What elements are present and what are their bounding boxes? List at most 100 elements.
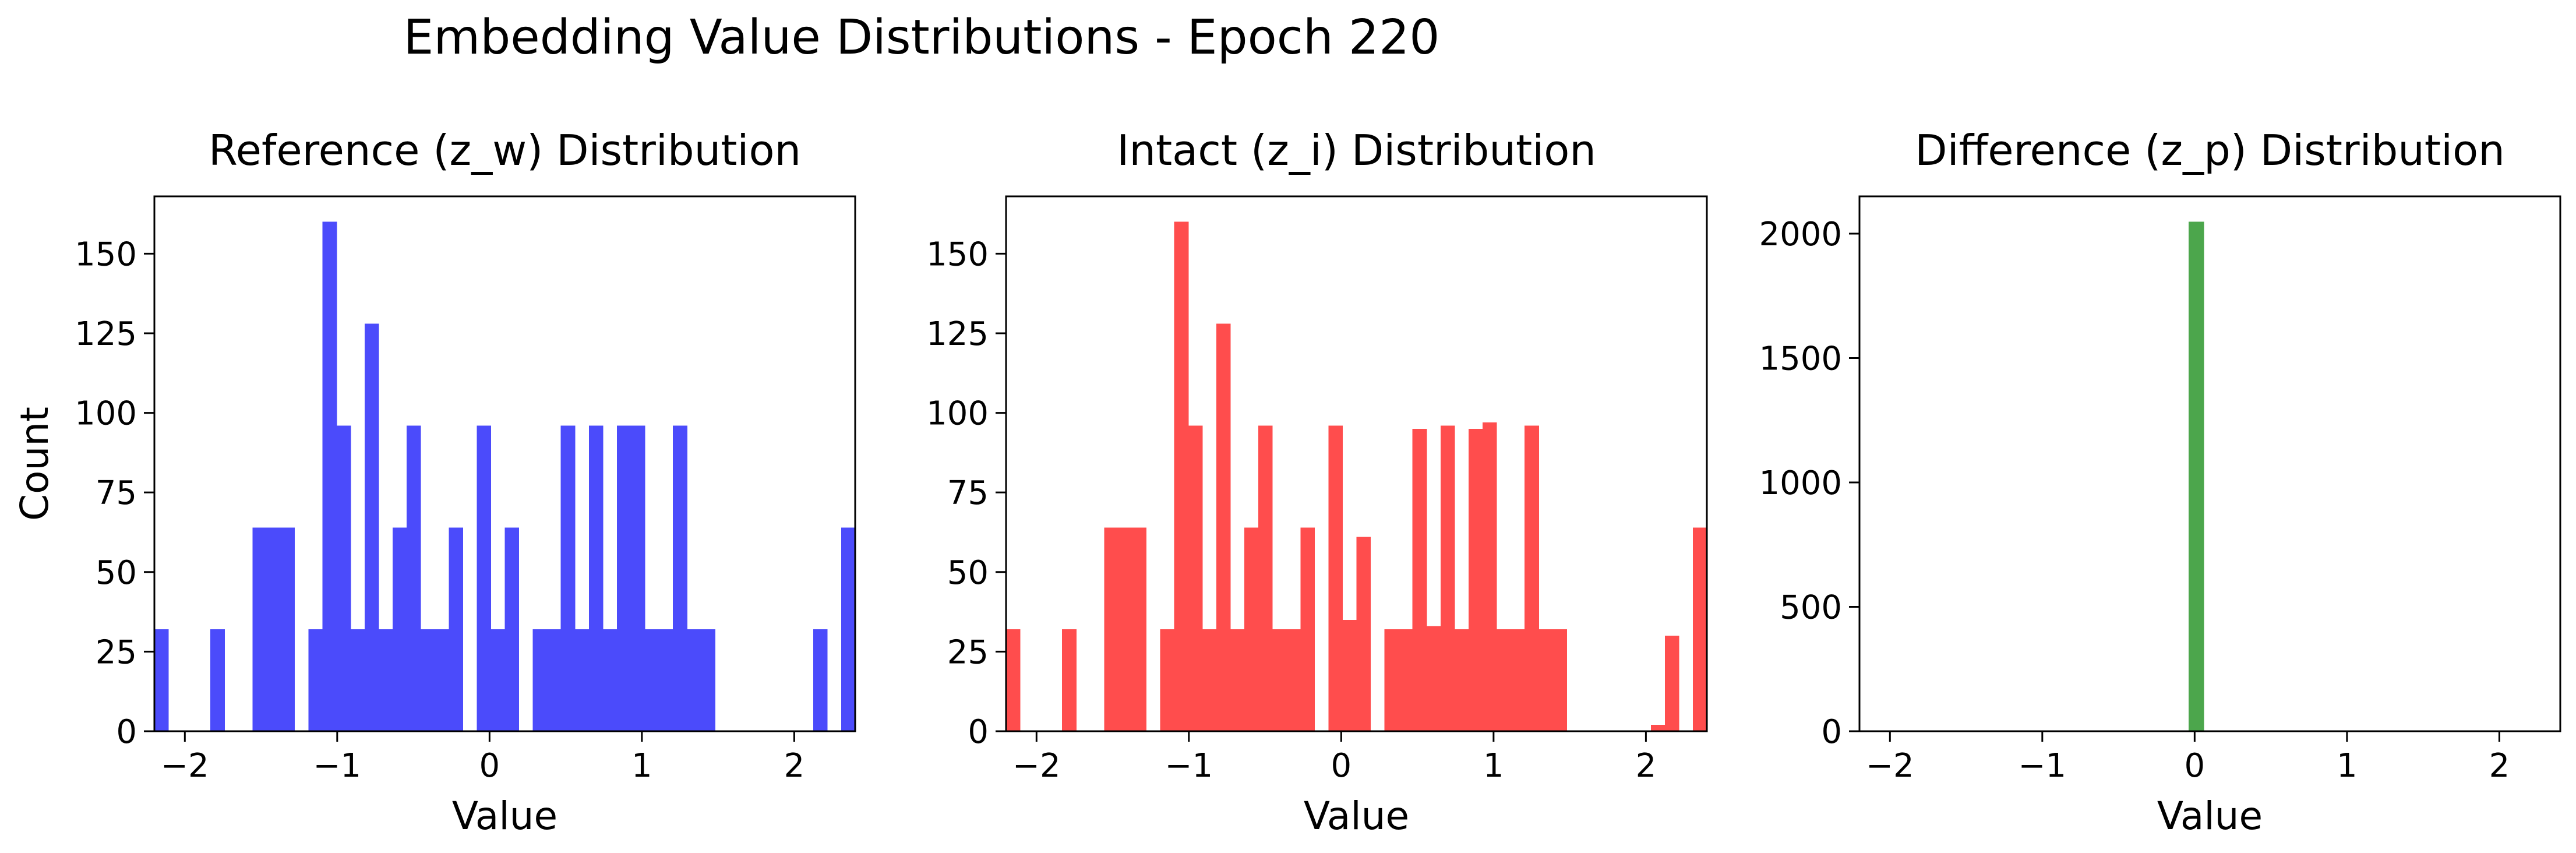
- histogram-bar: [1426, 626, 1441, 731]
- y-tick-label: 25: [96, 633, 137, 671]
- histogram-bar: [1664, 636, 1679, 731]
- y-tick-label: 0: [1821, 713, 1842, 751]
- x-tick-label: 1: [631, 747, 652, 785]
- histogram-bar: [1174, 221, 1189, 732]
- histogram-bars: [1006, 221, 1707, 732]
- histogram-bar: [1328, 425, 1343, 731]
- histogram-bar: [1216, 323, 1231, 731]
- histogram-bar: [1692, 527, 1707, 731]
- histogram-bar: [841, 527, 856, 731]
- histogram-bar: [532, 629, 548, 731]
- histogram-bar: [1104, 527, 1119, 731]
- x-tick-label: 1: [1483, 747, 1504, 785]
- x-tick-label: 0: [1331, 747, 1352, 785]
- x-tick-label: 1: [2337, 747, 2358, 785]
- histogram-bar: [616, 425, 631, 731]
- histogram-bar: [1062, 629, 1077, 731]
- x-tick-label: −2: [1012, 747, 1061, 785]
- histogram-bar: [322, 221, 337, 732]
- histogram-bar: [1272, 629, 1287, 731]
- histogram-bar: [308, 629, 323, 731]
- histogram-bar: [364, 323, 379, 731]
- y-tick-label: 75: [947, 474, 989, 512]
- axes-frame: [153, 195, 856, 732]
- x-tick-label: −1: [2019, 747, 2067, 785]
- histogram-bar: [602, 629, 617, 731]
- x-tick-label: −2: [1866, 747, 1914, 785]
- histogram-bar: [421, 629, 435, 731]
- histogram-bar: [1006, 629, 1021, 731]
- histogram-bar: [673, 425, 687, 731]
- axes-frame: [1858, 195, 2561, 732]
- y-tick-label: 25: [947, 633, 989, 671]
- histogram-bar: [645, 629, 659, 731]
- histogram-bar: [393, 527, 407, 731]
- subplot-3: −2 −1 0 1 2 0 500 1000 1500 2000 Difference (z_p) …: [1759, 126, 2561, 838]
- subplot-title: Difference (z_p) Distribution: [1915, 126, 2505, 175]
- x-axis-label: Value: [452, 794, 557, 838]
- y-tick-label: 50: [947, 554, 989, 592]
- histogram-bar: [1160, 629, 1175, 731]
- histogram-bar: [154, 629, 169, 731]
- figure-title: Embedding Value Distributions - Epoch 22…: [404, 10, 1440, 65]
- y-tick-label: 500: [1780, 589, 1842, 627]
- y-tick-label: 0: [968, 713, 989, 751]
- histogram-bars: [2188, 221, 2204, 731]
- y-tick-label: 75: [96, 474, 137, 512]
- y-tick-label: 100: [926, 395, 989, 433]
- histogram-bar: [701, 629, 715, 731]
- histogram-bar: [1342, 619, 1357, 731]
- histogram-bar: [1398, 629, 1413, 731]
- histogram-bar: [1300, 527, 1315, 731]
- subplot-1: −2 −1 0 1 2 0 25 50 75 100 125 150 Reference (z_w) D…: [12, 126, 856, 838]
- histogram-bar: [1538, 629, 1553, 731]
- histogram-bar: [560, 425, 576, 731]
- x-tick-label: −2: [161, 747, 209, 785]
- histogram-bar: [266, 527, 281, 731]
- histogram-bar: [588, 425, 604, 731]
- y-tick-label: 1500: [1759, 340, 1842, 378]
- histogram-bar: [1650, 725, 1665, 731]
- histogram-bar: [813, 629, 828, 731]
- histogram-bar: [1188, 425, 1203, 731]
- histogram-bar: [1412, 428, 1427, 731]
- y-tick-label: 150: [75, 235, 137, 273]
- histogram-bar: [1356, 537, 1371, 731]
- histogram-bar: [1202, 629, 1217, 731]
- y-tick-label: 0: [116, 713, 137, 751]
- x-tick-label: 0: [479, 747, 500, 785]
- y-axis-label: Count: [12, 407, 57, 521]
- axes-frame: [1005, 195, 1708, 732]
- x-tick-label: 0: [2185, 747, 2206, 785]
- histogram-bar: [336, 425, 351, 731]
- subplot-2: −2 −1 0 1 2 0 25 50 75 100 125 150 Intact (z_i) Dist…: [926, 126, 1708, 838]
- histogram-bar: [1440, 425, 1455, 731]
- histogram-bar: [1454, 629, 1469, 731]
- histogram-bar: [2188, 221, 2204, 731]
- histogram-bar: [378, 629, 393, 731]
- y-tick-label: 50: [96, 554, 137, 592]
- histogram-bar: [1244, 527, 1259, 731]
- y-tick-label: 125: [926, 315, 989, 353]
- histogram-bar: [477, 425, 492, 731]
- histogram-bar: [1118, 527, 1133, 731]
- histogram-bar: [1132, 527, 1147, 731]
- x-axis-label: Value: [2157, 794, 2263, 838]
- histogram-bar: [491, 629, 506, 731]
- histogram-bar: [280, 527, 295, 731]
- x-tick-label: 2: [784, 747, 805, 785]
- histogram-bar: [574, 629, 590, 731]
- x-tick-label: −1: [1165, 747, 1213, 785]
- histogram-bar: [1552, 629, 1567, 731]
- histogram-bar: [350, 629, 365, 731]
- histogram-bar: [1483, 422, 1497, 731]
- histogram-bar: [407, 425, 421, 731]
- histogram-bar: [546, 629, 562, 731]
- histogram-bar: [210, 629, 225, 731]
- x-tick-label: 2: [2489, 747, 2510, 785]
- subplot-title: Reference (z_w) Distribution: [209, 126, 801, 175]
- y-tick-label: 2000: [1759, 216, 1842, 253]
- histogram-bar: [1258, 425, 1273, 731]
- histogram-bar: [1384, 629, 1399, 731]
